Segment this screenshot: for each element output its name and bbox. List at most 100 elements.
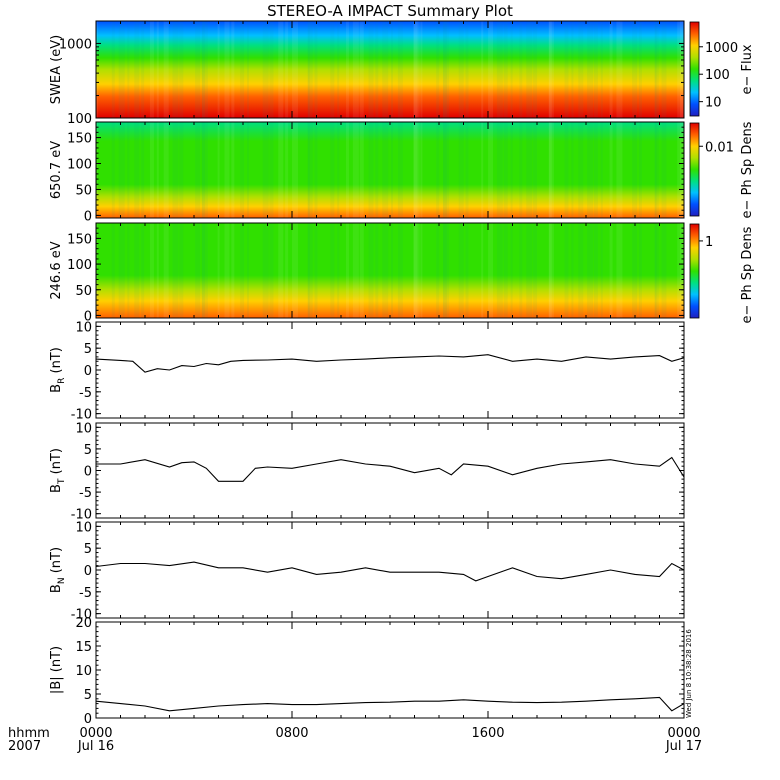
colorbar-tick-label: 0.01 <box>705 140 734 155</box>
heatmap-texture <box>96 21 98 118</box>
y-tick-label: 150 <box>67 132 92 147</box>
heatmap-pad-246 <box>96 223 684 318</box>
heatmap-texture <box>503 122 508 218</box>
heatmap-texture <box>382 223 389 318</box>
heatmap-texture <box>382 122 389 218</box>
heatmap-texture <box>269 122 274 218</box>
heatmap-texture <box>368 122 374 218</box>
heatmap-texture <box>195 223 201 318</box>
heatmap-texture <box>587 122 594 218</box>
time-axis-header-hhmm: hhmm <box>8 726 50 741</box>
heatmap-texture <box>224 21 230 118</box>
heatmap-texture <box>510 223 513 318</box>
heatmap-texture <box>488 223 494 318</box>
heatmap-texture <box>278 122 284 218</box>
heatmap-texture <box>127 122 130 218</box>
heatmap-texture <box>661 21 667 118</box>
heatmap-texture <box>195 21 201 118</box>
heatmap-texture <box>127 21 130 118</box>
date-tick-label: Jul 16 <box>77 739 114 754</box>
y-tick-label: 0 <box>84 309 92 324</box>
heatmap-texture <box>571 122 574 218</box>
y-tick-label: 10 <box>75 421 92 436</box>
heatmap-texture <box>458 21 464 118</box>
heatmap-texture <box>337 122 340 218</box>
y-tick-label: 0 <box>84 712 92 727</box>
heatmap-texture <box>587 21 594 118</box>
y-tick-label: 50 <box>75 183 92 198</box>
colorbar-label: e− Flux <box>740 44 755 94</box>
y-tick-label: 150 <box>67 232 92 247</box>
heatmap-texture <box>163 223 169 318</box>
heatmap-texture <box>269 21 274 118</box>
heatmap-texture <box>609 122 613 218</box>
heatmap-texture <box>677 223 684 318</box>
heatmap-texture <box>368 223 374 318</box>
y-label-sub: N <box>57 577 67 584</box>
heatmap-texture <box>465 21 469 118</box>
heatmap-texture <box>481 223 484 318</box>
heatmap-texture <box>564 21 569 118</box>
y-label-unit: (nT) <box>49 347 64 377</box>
y-tick-label: 100 <box>67 158 92 173</box>
y-axis-label: BT (nT) <box>49 448 67 493</box>
panel-bmag: 0 5 10 15 20 |B| (nT) <box>49 616 685 727</box>
panel-frame <box>95 621 685 719</box>
colorbar-tick-label: 1 <box>705 235 713 250</box>
heatmap-texture <box>632 21 638 118</box>
colorbar-label: e− Ph Sp Dens <box>740 121 755 218</box>
heatmap-texture <box>352 21 359 118</box>
heatmap-texture <box>654 122 657 218</box>
series-line-bt <box>96 456 684 482</box>
y-axis-label: 650.7 eV <box>49 141 64 199</box>
heatmap-texture <box>330 223 335 318</box>
heatmap-texture <box>519 21 523 118</box>
heatmap-texture <box>345 223 349 318</box>
heatmap-texture <box>382 21 389 118</box>
heatmap-texture <box>442 223 447 318</box>
heatmap-texture <box>285 223 289 318</box>
heatmap-texture <box>420 21 423 118</box>
time-tick-label: 1600 <box>471 726 504 741</box>
y-label-main: B <box>49 584 64 593</box>
y-tick-label: 10 <box>75 520 92 535</box>
heatmap-pad-650 <box>96 122 684 218</box>
heatmap-texture <box>548 122 552 218</box>
y-tick-label: -10 <box>71 608 92 623</box>
heatmap-texture <box>548 223 552 318</box>
heatmap-texture <box>578 223 584 318</box>
generation-timestamp: Wed Jun 8 10:38:28 2016 <box>685 629 693 718</box>
heatmap-texture <box>420 122 423 218</box>
heatmap-texture <box>587 223 594 318</box>
heatmap-texture <box>420 223 423 318</box>
heatmap-texture <box>442 122 447 218</box>
colorbar-gradient <box>689 223 700 319</box>
heatmap-texture <box>548 122 554 218</box>
date-tick-label: Jul 17 <box>665 739 702 754</box>
heatmap-texture <box>156 21 159 118</box>
heatmap-texture <box>111 21 115 118</box>
y-axis-label: BN (nT) <box>49 547 67 593</box>
panel-frame <box>95 521 685 619</box>
heatmap-texture <box>337 21 340 118</box>
heatmap-texture <box>578 122 584 218</box>
heatmap-texture <box>149 223 154 318</box>
heatmap-texture <box>96 223 98 318</box>
y-label-main: B <box>49 484 64 493</box>
heatmap-texture <box>201 122 205 218</box>
heatmap-texture <box>163 122 169 218</box>
series-line-bn <box>96 561 684 582</box>
heatmap-texture <box>465 223 469 318</box>
colorbar-tick-label: 10 <box>705 96 722 111</box>
heatmap-texture <box>571 223 574 318</box>
heatmap-texture <box>654 122 659 218</box>
heatmap-texture <box>262 223 269 318</box>
heatmap-texture <box>680 21 684 118</box>
y-axis-label: SWEA (eV) <box>49 35 64 104</box>
plot-title: STEREO-A IMPACT Summary Plot <box>267 2 513 20</box>
heatmap-texture <box>359 21 364 118</box>
heatmap-texture <box>201 122 208 218</box>
heatmap-texture <box>352 122 359 218</box>
heatmap-texture <box>503 21 508 118</box>
